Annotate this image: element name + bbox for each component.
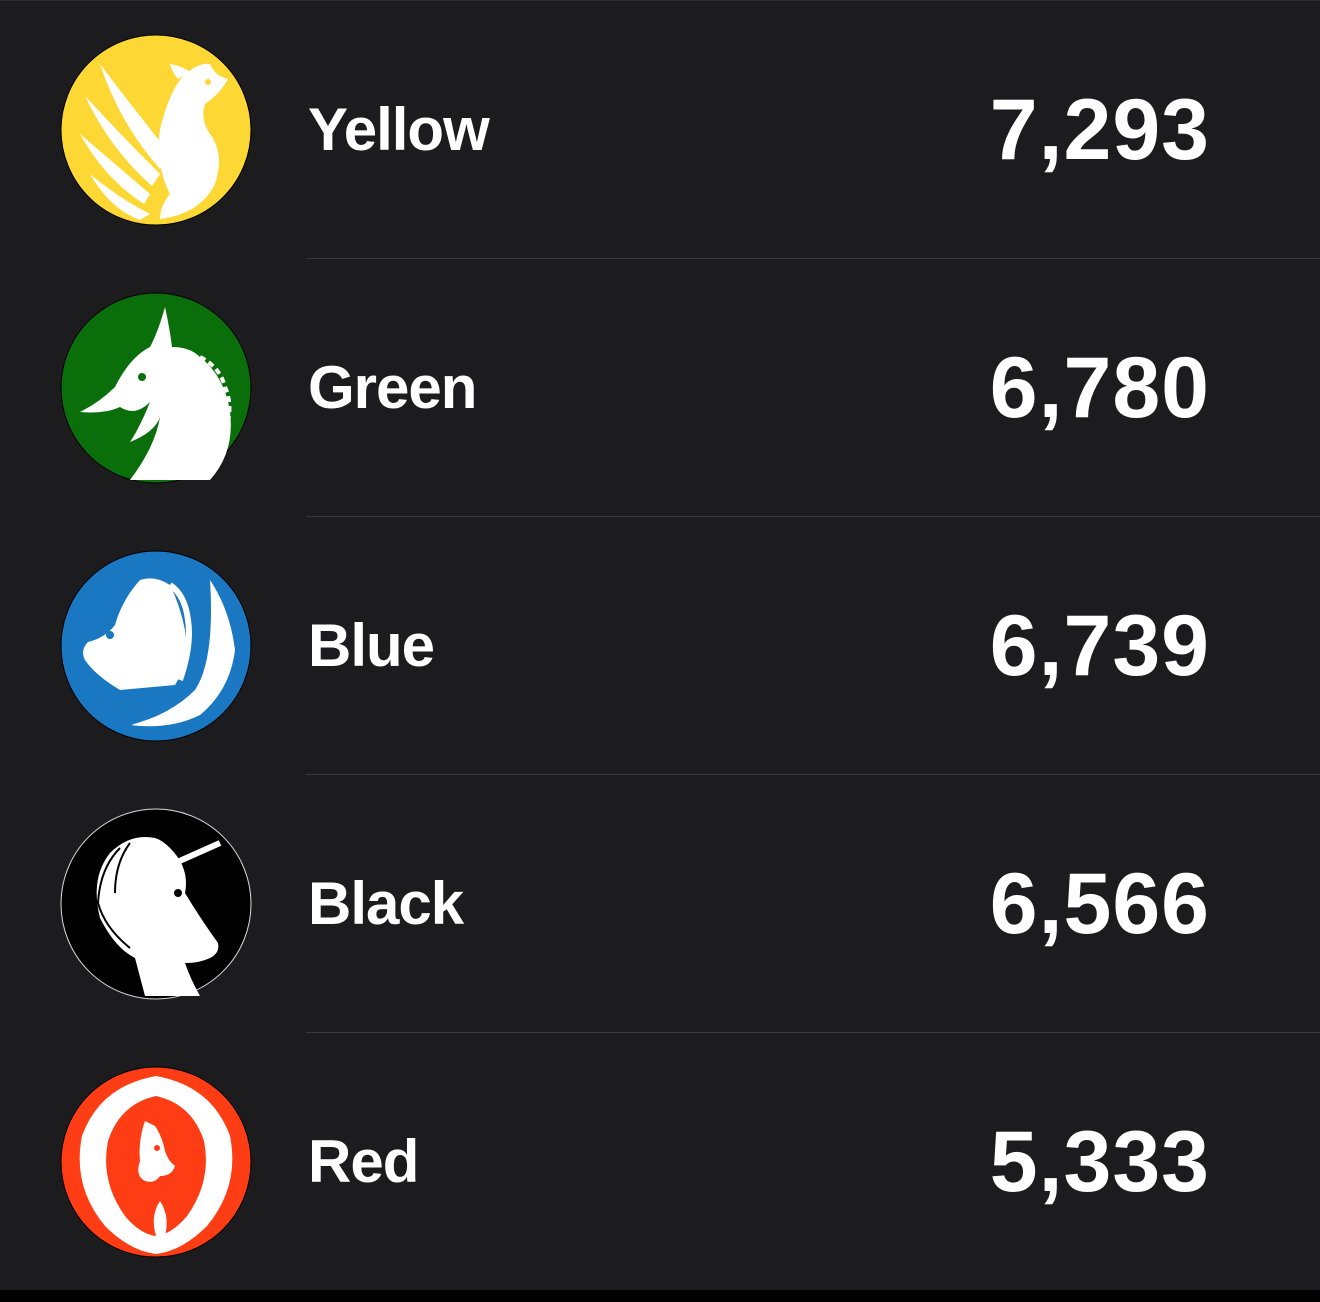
team-points: 6,739 [989,598,1210,694]
row-divider [306,516,1320,517]
team-name: Green [308,354,477,421]
team-name: Black [308,870,464,937]
team-points: 6,566 [989,856,1210,952]
firebird-icon [60,1066,252,1258]
team-row-green[interactable]: Green 6,780 [0,259,1320,517]
pegasus-icon [60,550,252,742]
team-row-blue[interactable]: Blue 6,739 [0,517,1320,775]
team-points: 6,780 [989,340,1210,436]
dragon-icon [60,292,252,484]
row-divider [306,774,1320,775]
team-row-yellow[interactable]: Yellow 7,293 [0,1,1320,259]
team-name: Yellow [308,96,490,163]
row-divider [306,1032,1320,1033]
team-points: 7,293 [989,82,1210,178]
unicorn-icon [60,808,252,1000]
row-divider [306,258,1320,259]
team-name: Red [308,1128,419,1195]
team-row-red[interactable]: Red 5,333 [0,1033,1320,1291]
team-row-black[interactable]: Black 6,566 [0,775,1320,1033]
team-points: 5,333 [989,1114,1210,1210]
bottom-bar [0,1290,1320,1302]
phoenix-icon [60,34,252,226]
team-name: Blue [308,612,435,679]
